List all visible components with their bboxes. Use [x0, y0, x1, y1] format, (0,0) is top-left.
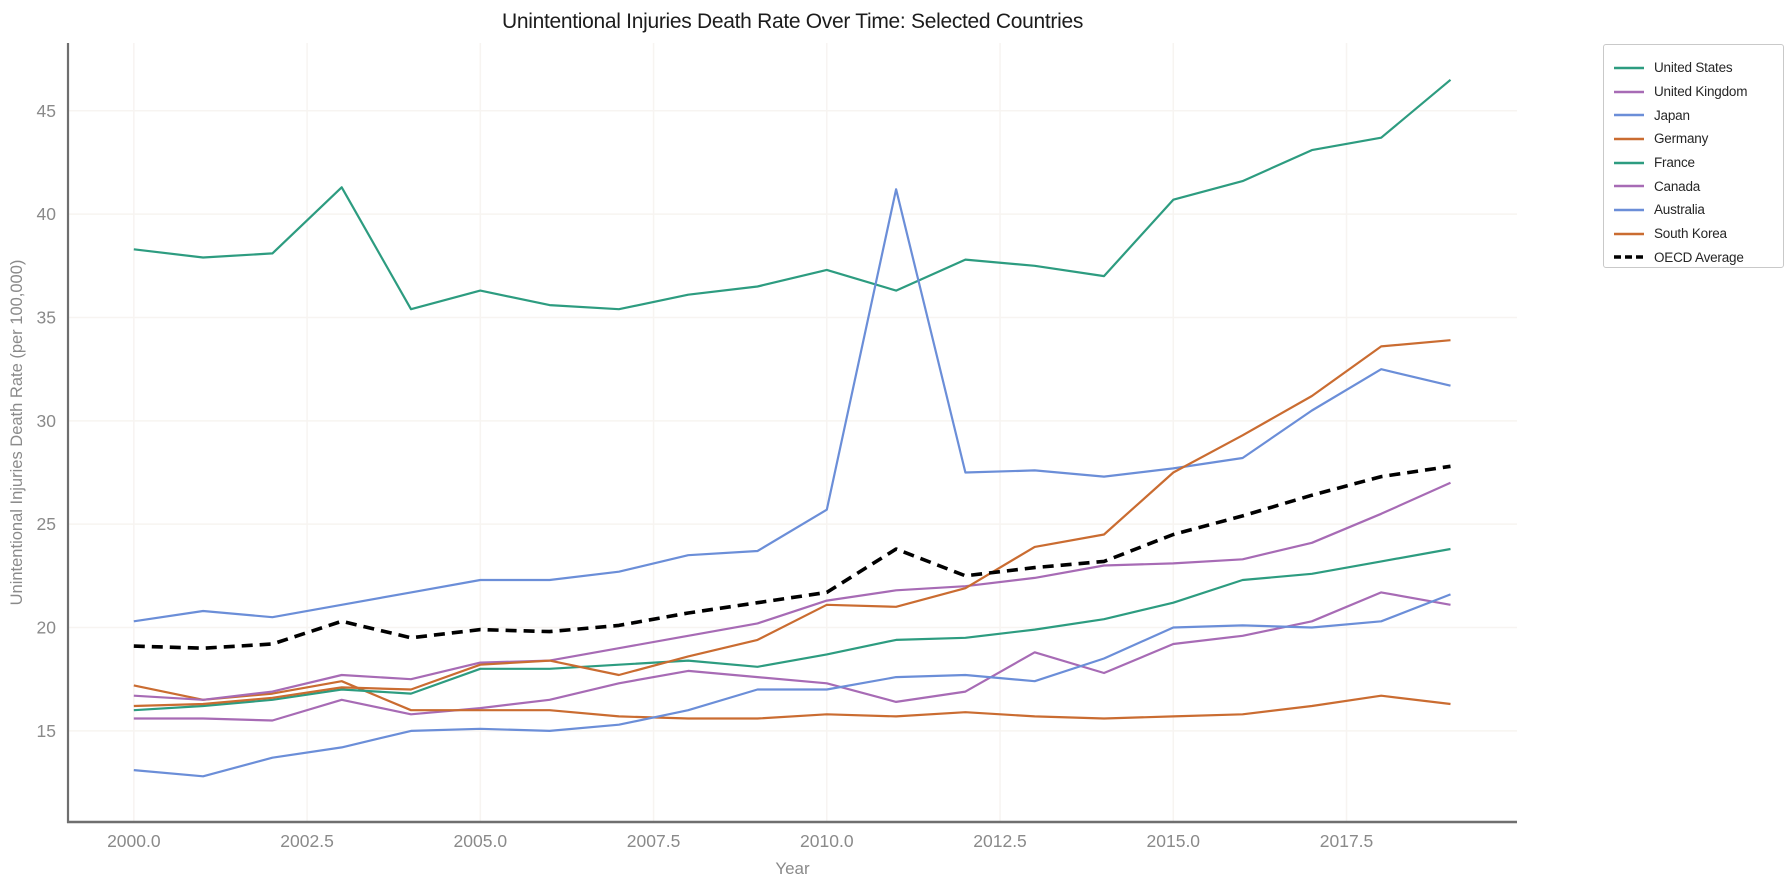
series-line-oecd-average — [133, 464, 1451, 651]
legend-swatch-line — [1614, 255, 1644, 260]
legend-label: Germany — [1654, 131, 1709, 147]
legend-item-united-kingdom: United Kingdom — [1604, 80, 1783, 104]
legend-swatch-line — [1614, 185, 1644, 188]
legend-item-japan: Japan — [1604, 103, 1783, 127]
legend-label: Australia — [1654, 202, 1705, 218]
y-tick-label: 20 — [37, 618, 57, 638]
series-line-france — [133, 547, 1451, 712]
legend-item-australia: Australia — [1604, 198, 1783, 222]
y-tick-label: 15 — [37, 721, 56, 741]
x-tick-label: 2017.5 — [1320, 831, 1374, 851]
series-line-south-korea — [133, 339, 1451, 708]
chart-title: Unintentional Injuries Death Rate Over T… — [501, 10, 1084, 33]
legend-label: South Korea — [1654, 226, 1727, 242]
x-tick-label: 2012.5 — [973, 831, 1027, 851]
y-tick-label: 30 — [37, 411, 57, 431]
legend-swatch-line — [1614, 114, 1644, 117]
legend-swatch-line — [1614, 161, 1644, 164]
legend-item-germany: Germany — [1604, 127, 1783, 151]
legend-label: Canada — [1654, 178, 1701, 194]
series-line-germany — [133, 680, 1451, 720]
legend-swatch-line — [1614, 137, 1644, 141]
y-tick-label: 35 — [37, 307, 56, 327]
x-tick-label: 2015.0 — [1147, 831, 1201, 851]
y-tick-label: 45 — [37, 101, 56, 121]
legend-swatch-line — [1614, 90, 1644, 93]
legend-label: Japan — [1654, 107, 1690, 123]
legend-swatch-line — [1614, 208, 1644, 212]
legend-swatch-line — [1614, 66, 1644, 70]
x-tick-label: 2002.5 — [280, 831, 334, 851]
x-tick-label: 2005.0 — [454, 831, 508, 851]
y-axis-label: Unintentional Injuries Death Rate (per 1… — [8, 260, 26, 606]
legend-swatch-line — [1614, 232, 1644, 235]
legend-label: OECD Average — [1654, 249, 1744, 265]
x-tick-label: 2010.0 — [800, 831, 854, 851]
legend-label: United Kingdom — [1654, 84, 1748, 100]
series-line-united-states — [133, 78, 1452, 311]
legend-item-south-korea: South Korea — [1604, 222, 1783, 246]
x-tick-label: 2000.0 — [107, 831, 161, 851]
series-line-australia — [133, 593, 1451, 778]
series-line-japan — [133, 188, 1451, 623]
legend-label: France — [1654, 155, 1695, 171]
chart-legend: United States United Kingdom Japan Germany F… — [1603, 44, 1784, 268]
y-tick-label: 25 — [37, 514, 56, 534]
y-tick-label: 40 — [37, 204, 57, 224]
x-axis-label: Year — [775, 859, 810, 878]
legend-label: United States — [1654, 60, 1733, 76]
legend-item-france: France — [1604, 151, 1783, 175]
legend-item-united-states: United States — [1604, 56, 1783, 80]
x-tick-label: 2007.5 — [627, 831, 681, 851]
legend-item-oecd-average: OECD Average — [1604, 246, 1783, 270]
series-line-united-kingdom — [133, 591, 1451, 722]
legend-item-canada: Canada — [1604, 174, 1783, 198]
series-line-canada — [133, 481, 1451, 701]
